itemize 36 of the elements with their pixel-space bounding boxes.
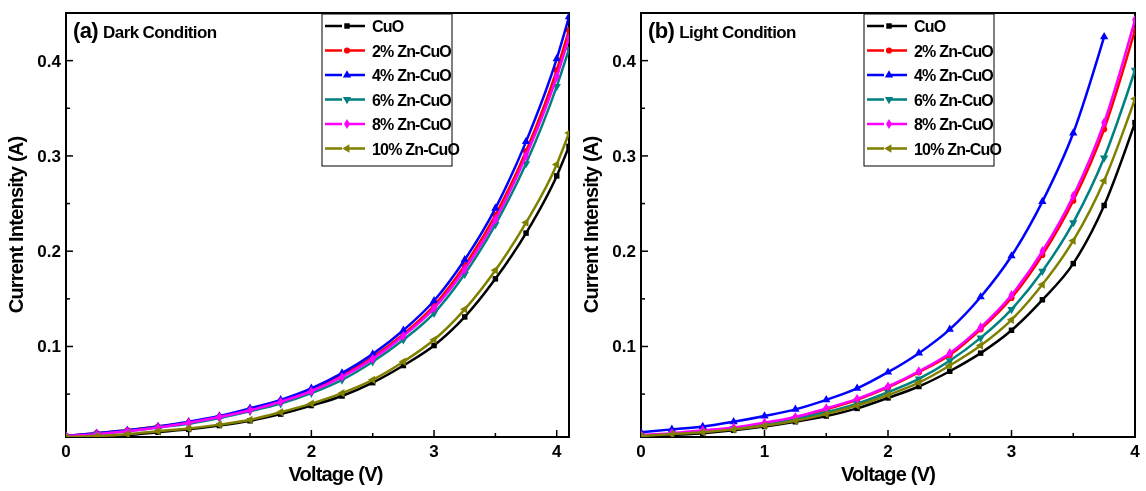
y-tick-label: 0.1 (37, 337, 61, 357)
y-tick-label: 0.3 (612, 146, 636, 166)
x-tick-label: 2 (883, 442, 893, 461)
legend-label: 10% Zn-CuO (372, 140, 460, 158)
y-axis-title: Current Intensity (A) (5, 136, 27, 314)
x-tick-label: 2 (306, 442, 317, 461)
legend-label: 2% Zn-CuO (914, 42, 994, 60)
legend-label: 2% Zn-CuO (372, 42, 452, 60)
x-tick-label: 1 (183, 442, 194, 461)
y-tick-label: 0.1 (612, 337, 636, 357)
y-tick-label: 0.3 (37, 146, 61, 166)
y-tick-label: 0.2 (37, 242, 61, 262)
legend-label: 4% Zn-CuO (372, 67, 452, 84)
x-tick-label: 4 (1130, 442, 1141, 461)
x-tick-label: 1 (759, 442, 770, 461)
x-tick-label: 4 (552, 442, 562, 461)
x-axis-title: Voltage (V) (288, 463, 383, 485)
chart-title: (b) Light Condition (648, 18, 797, 43)
legend-label: 10% Zn-CuO (914, 140, 1002, 158)
x-tick-label: 3 (429, 442, 439, 461)
y-tick-label: 0.4 (37, 51, 62, 71)
x-tick-label: 3 (1006, 442, 1017, 461)
chart-title: (a) Dark Condition (73, 18, 217, 43)
legend-label: CuO (914, 18, 946, 35)
y-tick-label: 0.2 (612, 242, 636, 262)
x-axis-title: Voltage (V) (840, 463, 936, 485)
legend-label: 8% Zn-CuO (914, 116, 994, 133)
legend-label: 6% Zn-CuO (372, 91, 452, 109)
legend-label: 6% Zn-CuO (914, 91, 994, 109)
y-tick-label: 0.4 (612, 51, 637, 71)
y-axis-title: Current Intensity (A) (580, 136, 602, 314)
legend-label: 4% Zn-CuO (914, 67, 994, 84)
legend-label: CuO (372, 18, 404, 35)
legend-label: 8% Zn-CuO (372, 116, 452, 133)
x-tick-label: 0 (61, 442, 71, 461)
x-tick-label: 0 (636, 442, 646, 461)
